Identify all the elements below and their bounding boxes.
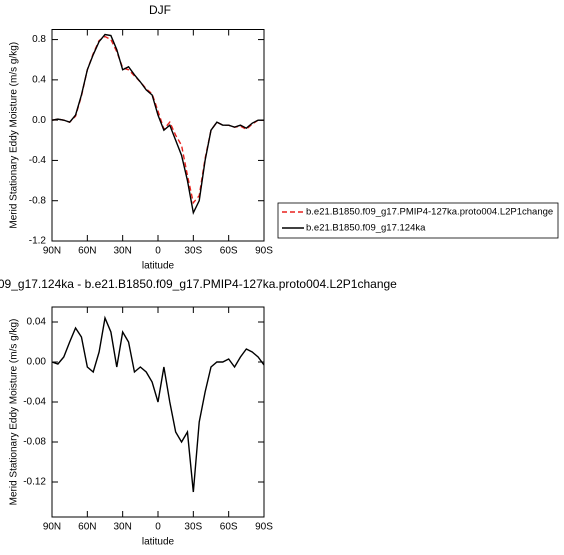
y-tick-label: 0.04 [27, 317, 47, 328]
x-tick-label: 90N [43, 246, 61, 257]
data-line [51, 35, 264, 205]
x-tick-label: 60S [220, 522, 238, 533]
x-tick-label: 90S [255, 522, 273, 533]
x-tick-label: 30N [113, 522, 131, 533]
y-tick-label: 0.8 [32, 34, 46, 45]
y-axis-label: Merid Stationary Eddy Moisture (m/s g/kg… [9, 42, 20, 229]
x-axis-label: latitude [142, 261, 175, 272]
x-tick-label: 30N [113, 246, 131, 257]
x-tick-label: 60S [220, 246, 238, 257]
y-axis-label: Merid Stationary Eddy Moisture (m/s g/kg… [9, 319, 20, 506]
y-tick-label: 0.00 [27, 357, 47, 368]
legend-label: b.e21.B1850.f09_g17.PMIP4-127ka.proto004… [306, 207, 553, 218]
y-tick-label: -0.8 [29, 195, 47, 206]
chart-title: b.e21.B1850.f09_g17.124ka - b.e21.B1850.… [0, 277, 397, 291]
x-tick-label: 30S [184, 522, 202, 533]
x-tick-label: 60N [78, 246, 96, 257]
x-tick-label: 90N [43, 522, 61, 533]
y-tick-label: 0.0 [32, 115, 46, 126]
plot-frame [51, 306, 265, 518]
x-tick-label: 30S [184, 246, 202, 257]
y-tick-label: -0.4 [29, 155, 47, 166]
plot-frame [51, 29, 265, 242]
x-tick-label: 90S [255, 246, 273, 257]
x-tick-label: 0 [155, 246, 161, 257]
y-tick-label: -0.04 [23, 397, 46, 408]
data-line [51, 33, 264, 216]
legend-box [277, 202, 559, 239]
y-tick-label: 0.4 [32, 74, 46, 85]
y-tick-label: -0.12 [23, 477, 46, 488]
x-tick-label: 60N [78, 522, 96, 533]
x-tick-label: 0 [155, 522, 161, 533]
data-line [51, 315, 265, 493]
y-tick-label: -0.08 [23, 437, 46, 448]
chart-title: DJF [149, 3, 171, 17]
legend-label: b.e21.B1850.f09_g17.124ka [306, 223, 426, 234]
y-tick-label: -1.2 [29, 236, 47, 247]
x-axis-label: latitude [142, 537, 175, 548]
